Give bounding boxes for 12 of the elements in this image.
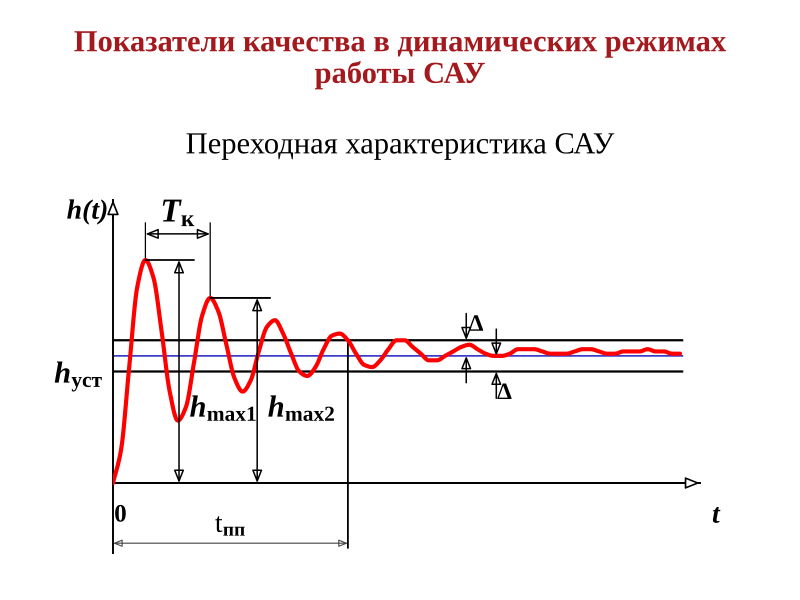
annotation: h$_{max2}$ <box>268 395 334 421</box>
annotation: h$_{max1}$ <box>190 395 256 421</box>
y-axis-title: h(t) <box>67 199 107 225</box>
text: T$_{к}$ <box>162 200 194 226</box>
chart-title: Показатели качества в динамических режимах работы САУ <box>74 31 726 90</box>
chart-subtitle: Переходная характеристика САУ <box>186 133 614 160</box>
text: t$_{пп}$ <box>215 516 245 536</box>
text: 0 <box>115 504 126 522</box>
ref-line-label: Δ <box>468 315 484 331</box>
ref-line-label: Δ <box>497 383 512 400</box>
x-axis-title: t <box>712 506 720 523</box>
ref-line-label: h$_{уст}$ <box>54 361 102 392</box>
